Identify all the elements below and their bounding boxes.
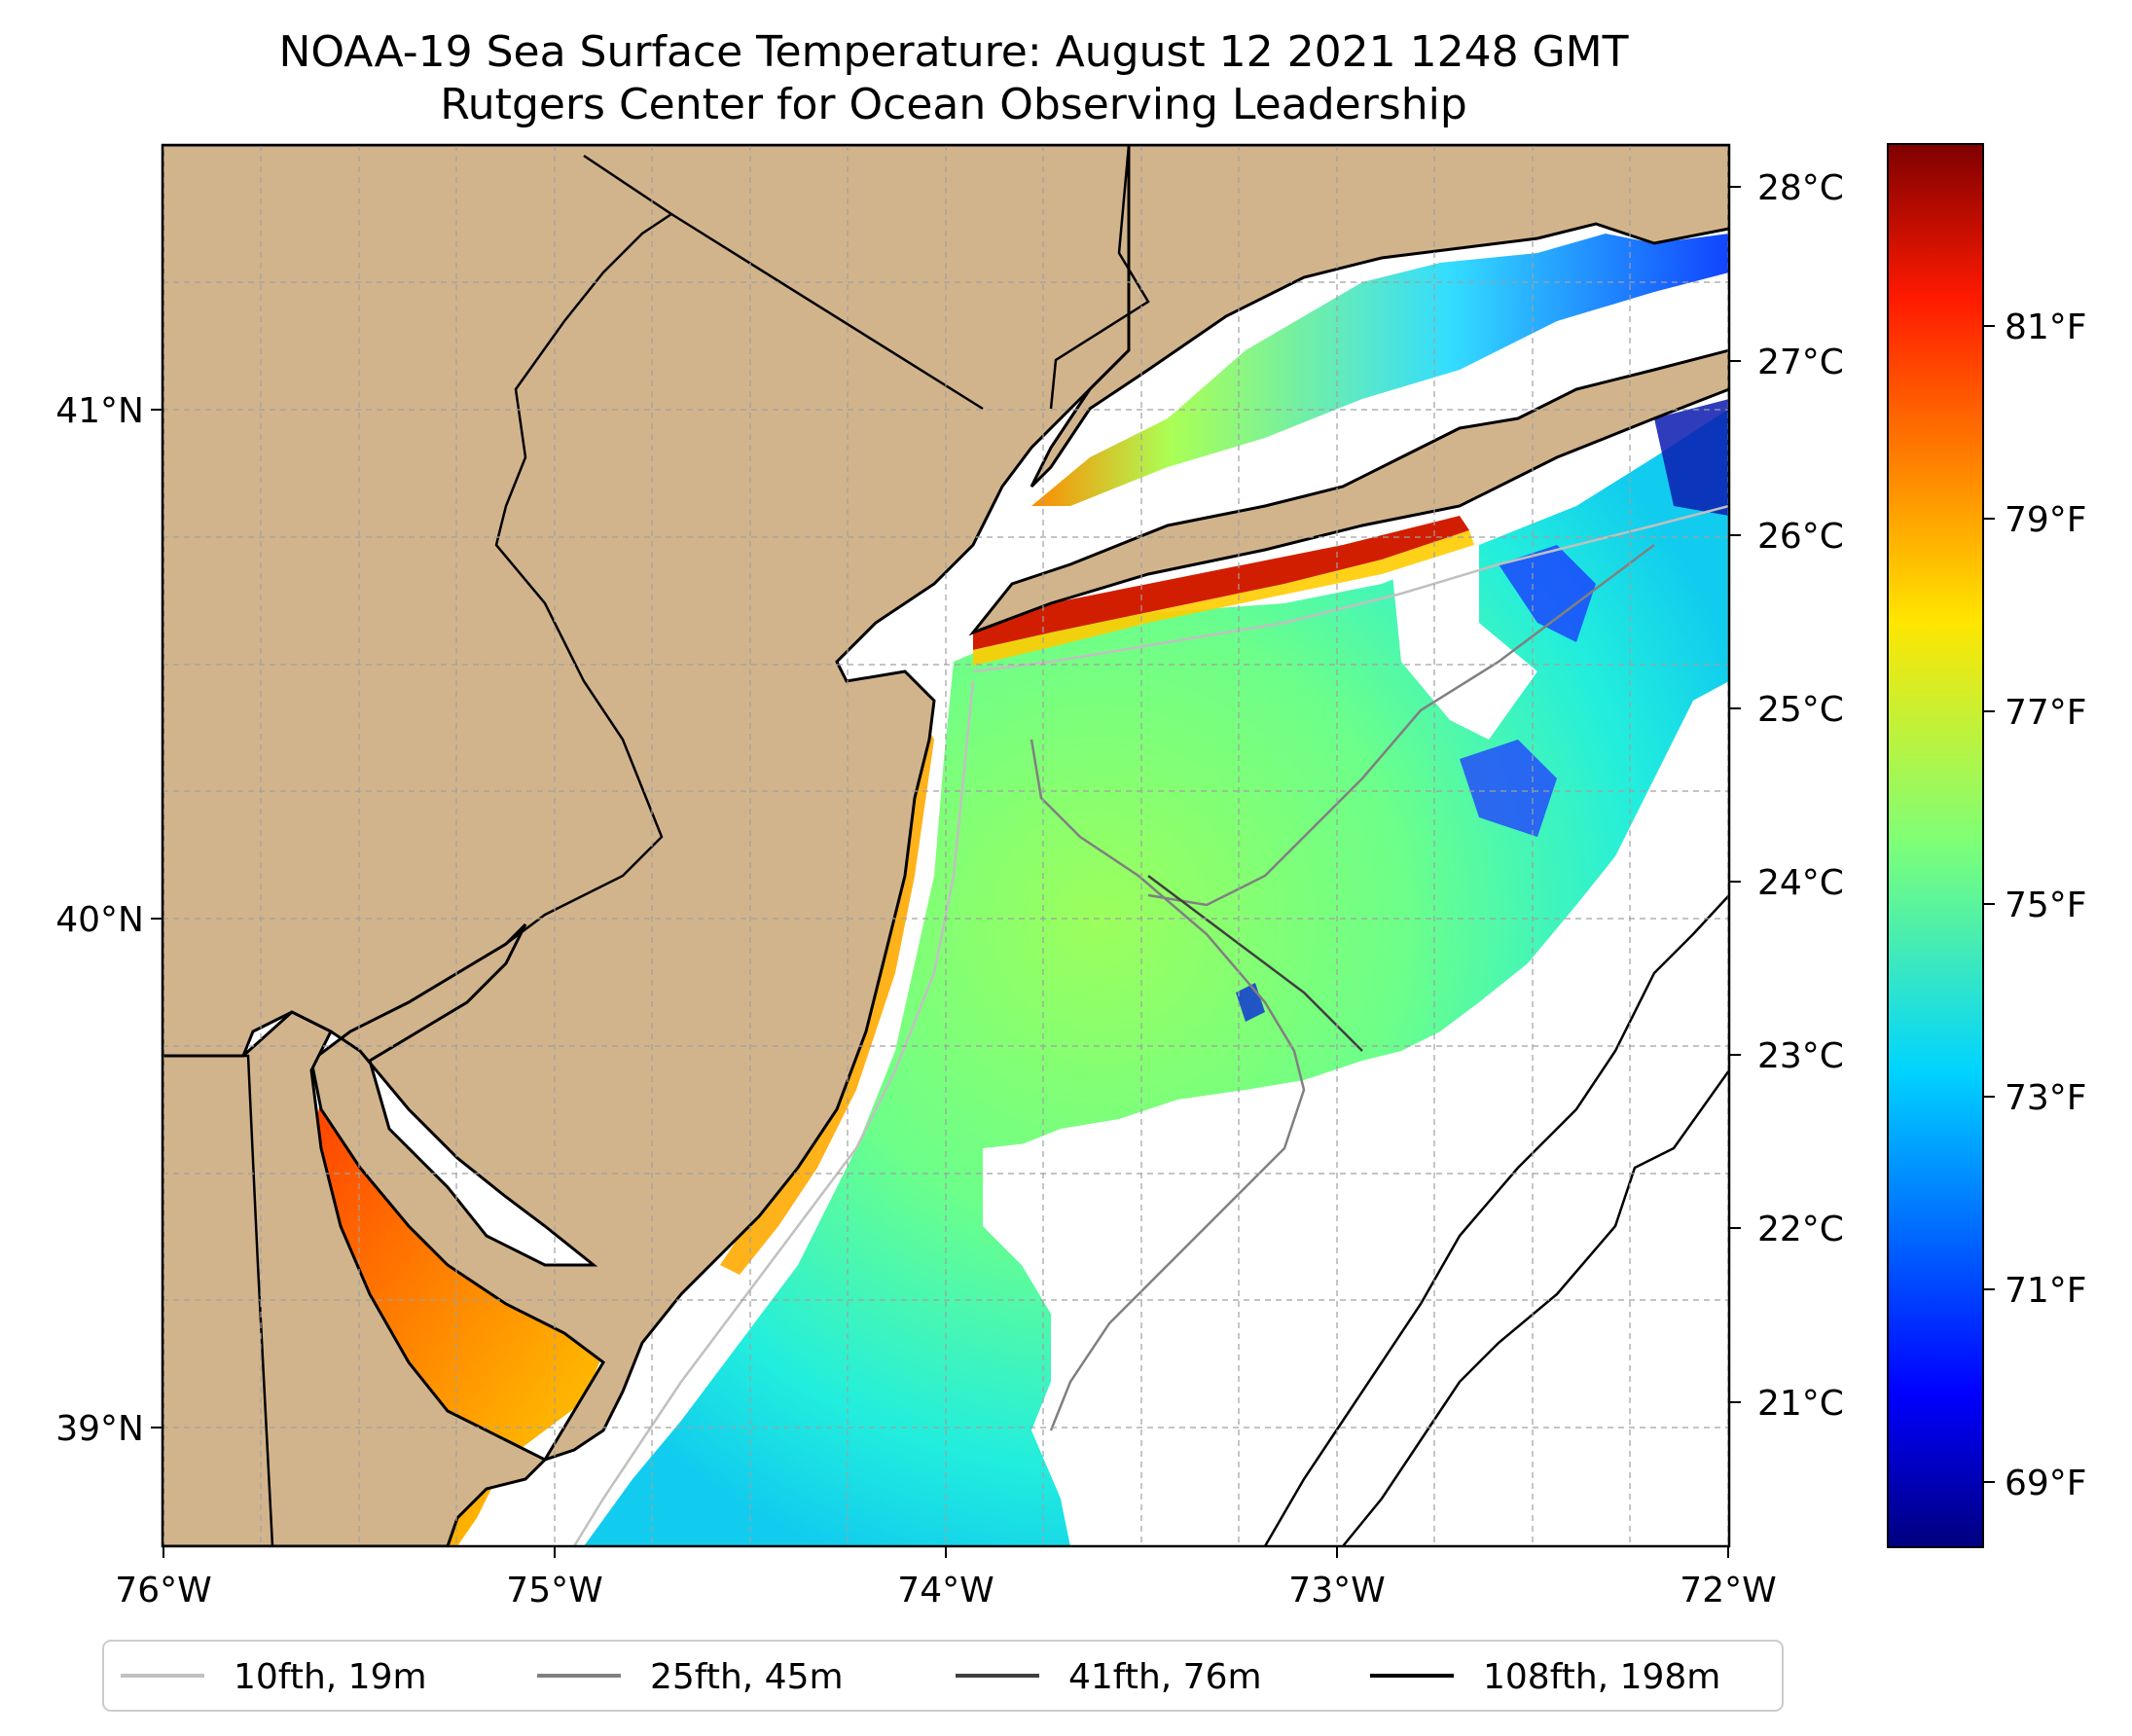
legend-label: 25fth, 45m bbox=[650, 1657, 844, 1697]
y-tick-label: 39°N bbox=[55, 1409, 144, 1449]
cloud-gap-east bbox=[1391, 545, 1537, 740]
legend-label: 108fth, 198m bbox=[1483, 1657, 1720, 1697]
y-tick-label: 41°N bbox=[55, 391, 144, 431]
legend-label: 41fth, 76m bbox=[1068, 1657, 1262, 1697]
celsius-tick-label: 24°C bbox=[1757, 863, 1844, 903]
celsius-tick-label: 21°C bbox=[1757, 1384, 1844, 1424]
contour-108fth bbox=[1263, 894, 1729, 1546]
celsius-tick-label: 26°C bbox=[1757, 517, 1844, 557]
border-nj-pa bbox=[494, 154, 674, 945]
sst-li-south-shore bbox=[973, 516, 1469, 650]
border-de-md bbox=[163, 1054, 274, 1546]
title-line-2: Rutgers Center for Ocean Observing Leade… bbox=[440, 80, 1467, 129]
fahrenheit-tick-label: 71°F bbox=[2005, 1271, 2087, 1311]
land-delmarva bbox=[163, 1010, 548, 1546]
contour-25fth bbox=[1030, 544, 1655, 1431]
y-axis-ticks bbox=[151, 409, 163, 1429]
colorbar bbox=[1887, 143, 1984, 1548]
cool-patch-1 bbox=[1499, 545, 1596, 642]
fahrenheit-tick-label: 75°F bbox=[2005, 886, 2087, 925]
title-line-1: NOAA-19 Sea Surface Temperature: August … bbox=[278, 27, 1629, 77]
celsius-tick-label: 25°C bbox=[1757, 690, 1844, 730]
x-axis-ticks bbox=[163, 1546, 1729, 1558]
border-nj-ny bbox=[670, 212, 984, 411]
legend-label: 10fth, 19m bbox=[234, 1657, 427, 1697]
celsius-tick-label: 27°C bbox=[1757, 343, 1844, 382]
fahrenheit-tick-label: 79°F bbox=[2005, 500, 2087, 540]
contour-10fth bbox=[572, 504, 1729, 1546]
sst-li-south-shore-warm bbox=[973, 530, 1474, 666]
x-tick-label: 74°W bbox=[897, 1571, 994, 1610]
border-ny-ct bbox=[1049, 145, 1150, 410]
celsius-tick-label: 22°C bbox=[1757, 1210, 1844, 1249]
map-area bbox=[163, 145, 1729, 1546]
fahrenheit-tick-label: 73°F bbox=[2005, 1078, 2087, 1118]
x-tick-label: 75°W bbox=[506, 1571, 602, 1610]
sst-long-island-sound bbox=[1031, 234, 1729, 506]
celsius-ticks bbox=[1729, 186, 1741, 1403]
gridlines bbox=[163, 145, 1729, 1546]
land-long-island bbox=[968, 348, 1729, 636]
y-tick-label: 40°N bbox=[55, 900, 144, 940]
fahrenheit-ticks bbox=[1983, 325, 1995, 1483]
fahrenheit-tick-label: 77°F bbox=[2005, 693, 2087, 733]
celsius-tick-label: 23°C bbox=[1757, 1036, 1844, 1076]
cloud-gap-southeast bbox=[983, 681, 1729, 1546]
x-tick-label: 73°W bbox=[1288, 1571, 1385, 1610]
x-tick-label: 76°W bbox=[115, 1571, 211, 1610]
fahrenheit-tick-label: 69°F bbox=[2005, 1464, 2087, 1503]
contour-41fth bbox=[1147, 875, 1363, 1052]
x-tick-label: 72°W bbox=[1680, 1571, 1776, 1610]
fahrenheit-tick-label: 81°F bbox=[2005, 307, 2087, 347]
cool-patch-2 bbox=[1654, 399, 1729, 516]
celsius-tick-label: 28°C bbox=[1757, 168, 1844, 208]
land-connecticut bbox=[1030, 145, 1729, 488]
legend-box bbox=[102, 1640, 1784, 1712]
land-new-jersey bbox=[163, 145, 1131, 1463]
legend: 10fth, 19m 25fth, 45m 41fth, 76m 108fth,… bbox=[102, 1640, 1784, 1712]
